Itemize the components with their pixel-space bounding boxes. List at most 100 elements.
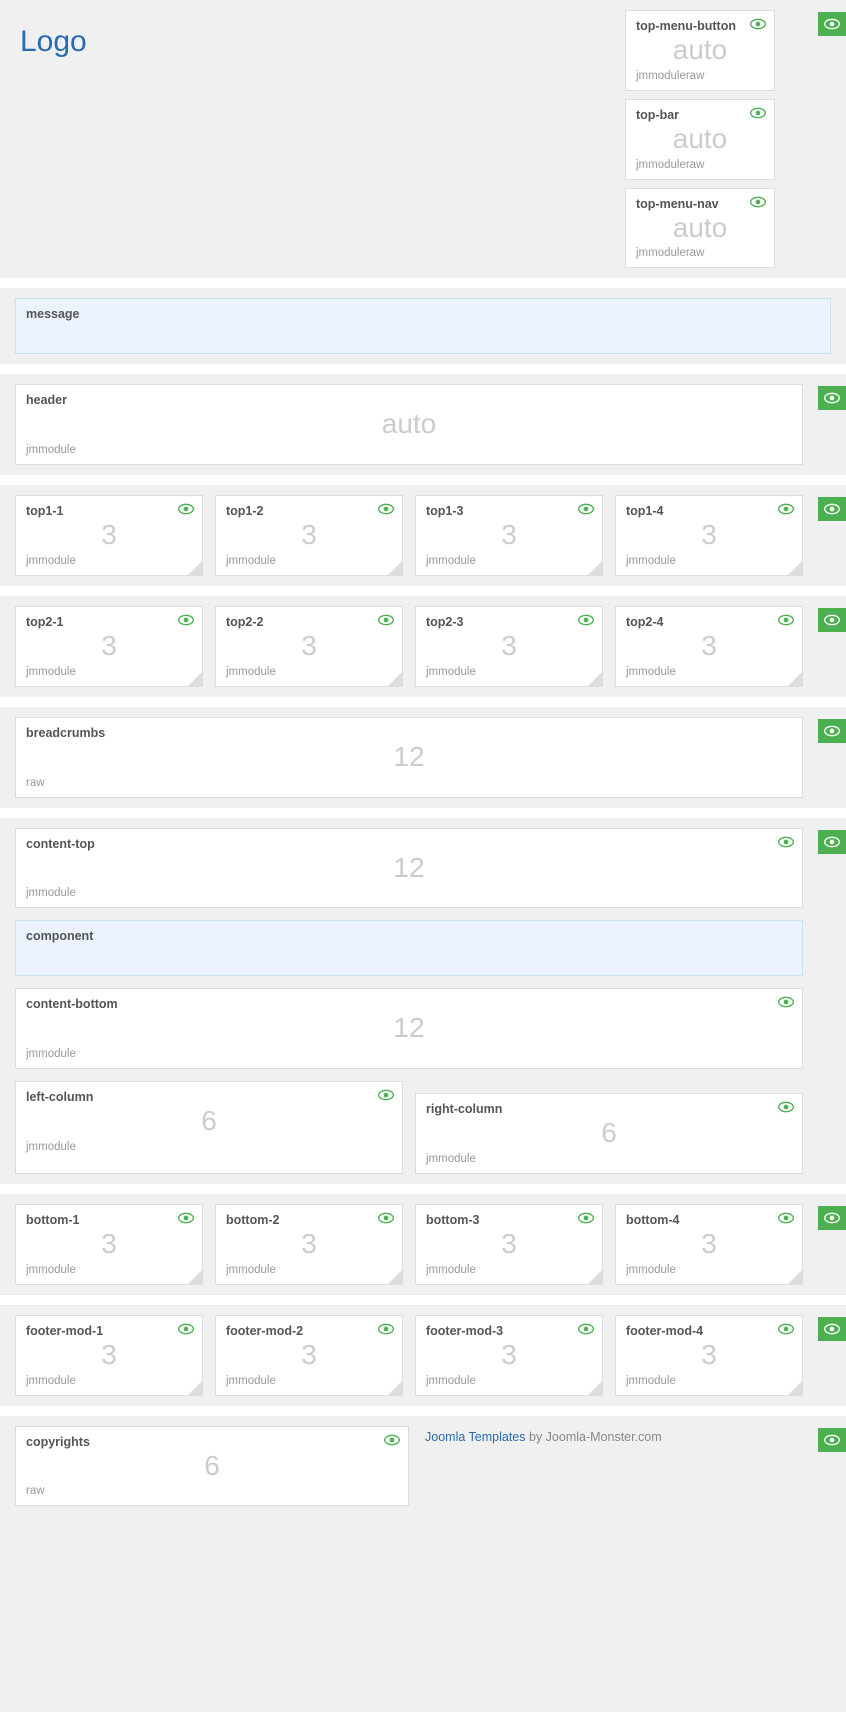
block-sub: jmmodule — [226, 555, 392, 567]
top2-2-block[interactable]: top2-23jmmodule — [215, 606, 403, 687]
block-visibility-toggle[interactable] — [384, 1434, 400, 1449]
block-visibility-toggle[interactable] — [378, 503, 394, 518]
resize-handle-icon[interactable] — [388, 672, 402, 686]
block-visibility-toggle[interactable] — [778, 614, 794, 629]
section-visibility-toggle[interactable] — [818, 719, 846, 743]
section-visibility-toggle[interactable] — [818, 608, 846, 632]
block-value: 3 — [26, 1229, 192, 1260]
resize-handle-icon[interactable] — [388, 1381, 402, 1395]
block-value: 6 — [26, 1451, 398, 1482]
resize-handle-icon[interactable] — [188, 1270, 202, 1284]
block-title: top2-4 — [626, 615, 792, 629]
block-visibility-toggle[interactable] — [578, 1212, 594, 1227]
resize-handle-icon[interactable] — [388, 561, 402, 575]
section-visibility-toggle[interactable] — [818, 497, 846, 521]
top2-1-block[interactable]: top2-13jmmodule — [15, 606, 203, 687]
component-block[interactable]: component — [15, 920, 803, 976]
footer-link[interactable]: Joomla Templates — [425, 1430, 526, 1444]
copyrights-block[interactable]: copyrights 6 raw — [15, 1426, 409, 1507]
footer-mod-1-block[interactable]: footer-mod-13jmmodule — [15, 1315, 203, 1396]
resize-handle-icon[interactable] — [588, 561, 602, 575]
block-visibility-toggle[interactable] — [378, 614, 394, 629]
block-visibility-toggle[interactable] — [578, 503, 594, 518]
bottom-1-block[interactable]: bottom-13jmmodule — [15, 1204, 203, 1285]
resize-handle-icon[interactable] — [188, 561, 202, 575]
section-visibility-toggle[interactable] — [818, 12, 846, 36]
top-menu-nav-block[interactable]: top-menu-navautojmmoduleraw — [625, 188, 775, 269]
resize-handle-icon[interactable] — [588, 1381, 602, 1395]
section-visibility-toggle[interactable] — [818, 830, 846, 854]
bottom-4-block[interactable]: bottom-43jmmodule — [615, 1204, 803, 1285]
resize-handle-icon[interactable] — [788, 1270, 802, 1284]
message-block[interactable]: message — [15, 298, 831, 354]
top2-3-block[interactable]: top2-33jmmodule — [415, 606, 603, 687]
block-visibility-toggle[interactable] — [778, 1101, 794, 1116]
eye-icon — [578, 503, 594, 515]
right-column-block[interactable]: right-column6jmmodule — [415, 1093, 803, 1174]
bottom-3-block[interactable]: bottom-33jmmodule — [415, 1204, 603, 1285]
block-visibility-toggle[interactable] — [378, 1089, 394, 1104]
block-visibility-toggle[interactable] — [378, 1212, 394, 1227]
resize-handle-icon[interactable] — [188, 1381, 202, 1395]
content-top-block[interactable]: content-top 12 jmmodule — [15, 828, 803, 909]
resize-handle-icon[interactable] — [588, 672, 602, 686]
top2-section: top2-13jmmoduletop2-23jmmoduletop2-33jmm… — [0, 596, 846, 697]
top1-1-block[interactable]: top1-13jmmodule — [15, 495, 203, 576]
resize-handle-icon[interactable] — [188, 672, 202, 686]
block-title: top2-3 — [426, 615, 592, 629]
top2-4-block[interactable]: top2-43jmmodule — [615, 606, 803, 687]
block-title: top2-2 — [226, 615, 392, 629]
block-title: top-menu-nav — [636, 197, 764, 211]
footer-mod-3-block[interactable]: footer-mod-33jmmodule — [415, 1315, 603, 1396]
section-visibility-toggle[interactable] — [818, 1317, 846, 1341]
footer-mod-4-block[interactable]: footer-mod-43jmmodule — [615, 1315, 803, 1396]
top-menu-button-block[interactable]: top-menu-buttonautojmmoduleraw — [625, 10, 775, 91]
top1-2-block[interactable]: top1-23jmmodule — [215, 495, 403, 576]
block-visibility-toggle[interactable] — [778, 836, 794, 851]
footer-mod-2-block[interactable]: footer-mod-23jmmodule — [215, 1315, 403, 1396]
top1-3-block[interactable]: top1-33jmmodule — [415, 495, 603, 576]
section-visibility-toggle[interactable] — [818, 1428, 846, 1452]
top-bar-block[interactable]: top-barautojmmoduleraw — [625, 99, 775, 180]
block-visibility-toggle[interactable] — [750, 18, 766, 33]
bottom-2-block[interactable]: bottom-23jmmodule — [215, 1204, 403, 1285]
resize-handle-icon[interactable] — [788, 1381, 802, 1395]
block-visibility-toggle[interactable] — [178, 1323, 194, 1338]
header-block[interactable]: header auto jmmodule — [15, 384, 803, 465]
block-visibility-toggle[interactable] — [178, 614, 194, 629]
block-visibility-toggle[interactable] — [750, 196, 766, 211]
resize-handle-icon[interactable] — [588, 1270, 602, 1284]
section-visibility-toggle[interactable] — [818, 386, 846, 410]
block-title: content-bottom — [26, 997, 792, 1011]
eye-icon — [824, 1434, 840, 1446]
block-visibility-toggle[interactable] — [778, 1323, 794, 1338]
block-sub: jmmoduleraw — [636, 70, 764, 82]
block-visibility-toggle[interactable] — [178, 1212, 194, 1227]
left-column-block[interactable]: left-column6jmmodule — [15, 1081, 403, 1174]
block-visibility-toggle[interactable] — [578, 1323, 594, 1338]
block-visibility-toggle[interactable] — [750, 107, 766, 122]
block-sub: jmmodule — [426, 1264, 592, 1276]
block-visibility-toggle[interactable] — [778, 503, 794, 518]
eye-icon — [778, 996, 794, 1008]
block-visibility-toggle[interactable] — [778, 1212, 794, 1227]
block-title: bottom-4 — [626, 1213, 792, 1227]
breadcrumbs-block[interactable]: breadcrumbs 12 raw — [15, 717, 803, 798]
block-value: auto — [26, 409, 792, 440]
block-visibility-toggle[interactable] — [178, 503, 194, 518]
block-title: content-top — [26, 837, 792, 851]
content-bottom-block[interactable]: content-bottom 12 jmmodule — [15, 988, 803, 1069]
block-value: 3 — [626, 520, 792, 551]
block-visibility-toggle[interactable] — [378, 1323, 394, 1338]
block-visibility-toggle[interactable] — [778, 996, 794, 1011]
resize-handle-icon[interactable] — [788, 672, 802, 686]
eye-icon — [824, 1212, 840, 1224]
eye-icon — [824, 503, 840, 515]
section-visibility-toggle[interactable] — [818, 1206, 846, 1230]
resize-handle-icon[interactable] — [788, 561, 802, 575]
eye-icon — [178, 1212, 194, 1224]
resize-handle-icon[interactable] — [388, 1270, 402, 1284]
top1-4-block[interactable]: top1-43jmmodule — [615, 495, 803, 576]
block-visibility-toggle[interactable] — [578, 614, 594, 629]
block-value: 3 — [426, 520, 592, 551]
